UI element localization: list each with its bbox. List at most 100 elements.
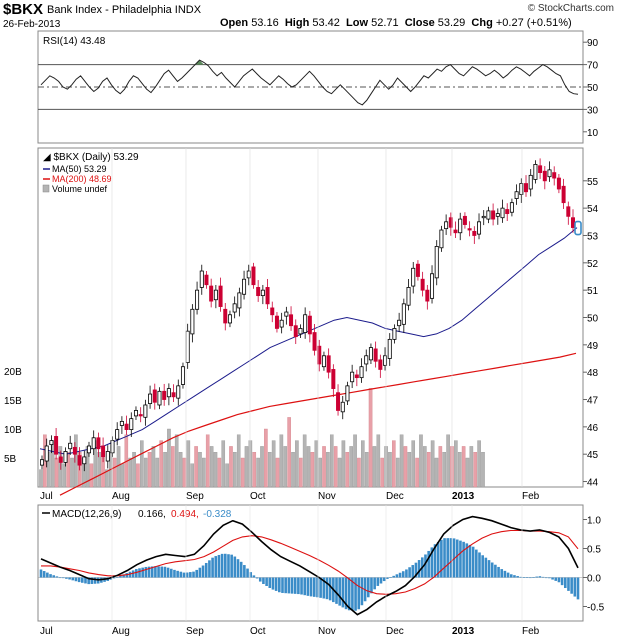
macd-histogram-bar	[414, 562, 418, 578]
price-x-label: 2013	[452, 491, 475, 502]
candle-body	[260, 289, 265, 297]
macd-histogram-bar	[319, 577, 322, 598]
macd-histogram-bar	[77, 577, 81, 583]
candle-body	[124, 423, 129, 430]
candle-body	[307, 315, 312, 335]
volume-bar	[229, 446, 233, 488]
macd-histogram-bar	[338, 577, 341, 606]
macd-histogram-bar	[398, 572, 402, 578]
candle-body	[387, 338, 392, 359]
macd-histogram-bar	[125, 573, 129, 578]
volume-bar	[457, 452, 462, 488]
candle-body	[166, 388, 171, 398]
macd-histogram-bar	[328, 577, 332, 601]
macd-histogram-bar	[163, 566, 167, 578]
price-tick-label: 50	[587, 314, 599, 325]
candle-body	[289, 314, 294, 327]
volume-bar	[302, 434, 307, 488]
volume-bar	[423, 446, 427, 488]
macd-histogram-bar	[233, 556, 237, 578]
volume-bar	[298, 457, 303, 488]
macd-histogram-bar	[312, 577, 316, 597]
volume-bar	[244, 446, 249, 488]
volume-bar	[349, 446, 353, 488]
macd-histogram-bar	[122, 574, 125, 578]
macd-histogram-bar	[223, 553, 227, 578]
candle-body	[331, 369, 336, 389]
candle-body	[477, 221, 482, 235]
macd-histogram-bar	[535, 576, 538, 578]
macd-histogram-bar	[189, 572, 192, 578]
candle-body	[138, 414, 143, 417]
candle-body	[486, 210, 491, 220]
macd-tick-label: -0.5	[587, 603, 605, 614]
macd-histogram-bar	[576, 577, 580, 600]
volume-bar	[147, 452, 152, 488]
volume-bar	[267, 452, 272, 488]
macd-histogram-bar	[525, 577, 529, 578]
macd-histogram-bar	[166, 567, 170, 578]
candle-body	[176, 385, 181, 399]
macd-histogram-bar	[513, 575, 516, 578]
candle-body	[195, 289, 200, 310]
macd-histogram-bar	[446, 538, 450, 578]
candle-body	[242, 278, 247, 295]
candle-body	[44, 445, 49, 462]
volume-bar	[461, 446, 466, 488]
stockcharts-brand: © StockCharts.com	[527, 3, 614, 14]
candle-body	[462, 215, 467, 225]
price-tick-label: 49	[587, 341, 599, 352]
macd-histogram-bar	[65, 577, 68, 579]
volume-bar	[310, 452, 315, 488]
macd-histogram-bar	[452, 538, 456, 578]
volume-bar	[442, 452, 447, 488]
volume-bar	[155, 457, 160, 488]
macd-histogram-bar	[560, 577, 564, 586]
macd-histogram-bar	[487, 560, 491, 578]
volume-bar	[318, 457, 322, 488]
volume-bar	[314, 440, 319, 488]
open-label: Open	[220, 17, 249, 29]
volume-bar	[322, 446, 326, 488]
volume-legend-swatch	[42, 184, 50, 193]
candle-body	[368, 347, 373, 361]
volume-bar	[430, 440, 435, 488]
macd-histogram-bar	[239, 561, 243, 578]
candle-body	[556, 177, 561, 190]
macd-histogram-bar	[354, 577, 357, 611]
rsi-line	[40, 59, 579, 106]
volume-tick-label: 5B	[4, 454, 17, 465]
macd-x-label: Oct	[250, 626, 266, 637]
macd-histogram-bar	[61, 577, 65, 579]
macd-histogram-bar	[309, 577, 313, 597]
candle-body	[204, 274, 209, 286]
macd-panel: 1.0 0.5 0.0 -0.5 MACD(12,26,9) 0.166, 0.494, -…	[37, 504, 605, 637]
price-tick-label: 51	[587, 286, 599, 297]
volume-bar	[66, 452, 70, 488]
candle-body	[218, 285, 223, 307]
macd-x-label: Nov	[318, 626, 336, 637]
volume-bar	[469, 446, 474, 488]
macd-histogram-bar	[357, 577, 361, 610]
macd-legend-label: MACD(12,26,9)	[52, 509, 121, 520]
macd-histogram-bar	[141, 567, 144, 578]
macd-histogram-bar	[557, 577, 561, 583]
volume-bar	[376, 434, 381, 488]
macd-histogram-bar	[462, 541, 465, 578]
rsi-tick-label: 30	[587, 105, 599, 116]
candle-body	[415, 263, 420, 277]
candle-body	[185, 330, 190, 364]
candle-body	[514, 191, 519, 199]
candle-body	[411, 267, 416, 287]
macd-histogram-bar	[509, 574, 513, 578]
volume-bar	[337, 457, 342, 488]
candle-body	[571, 217, 576, 228]
volume-bar	[209, 446, 214, 488]
volume-bar	[205, 434, 210, 488]
chg-value: +0.27 (+0.51%)	[495, 17, 572, 29]
volume-bar	[112, 457, 117, 488]
candle-body	[171, 392, 176, 398]
price-x-label: Dec	[386, 491, 404, 502]
macd-histogram-bar	[109, 577, 113, 580]
macd-histogram-bar	[150, 566, 154, 578]
